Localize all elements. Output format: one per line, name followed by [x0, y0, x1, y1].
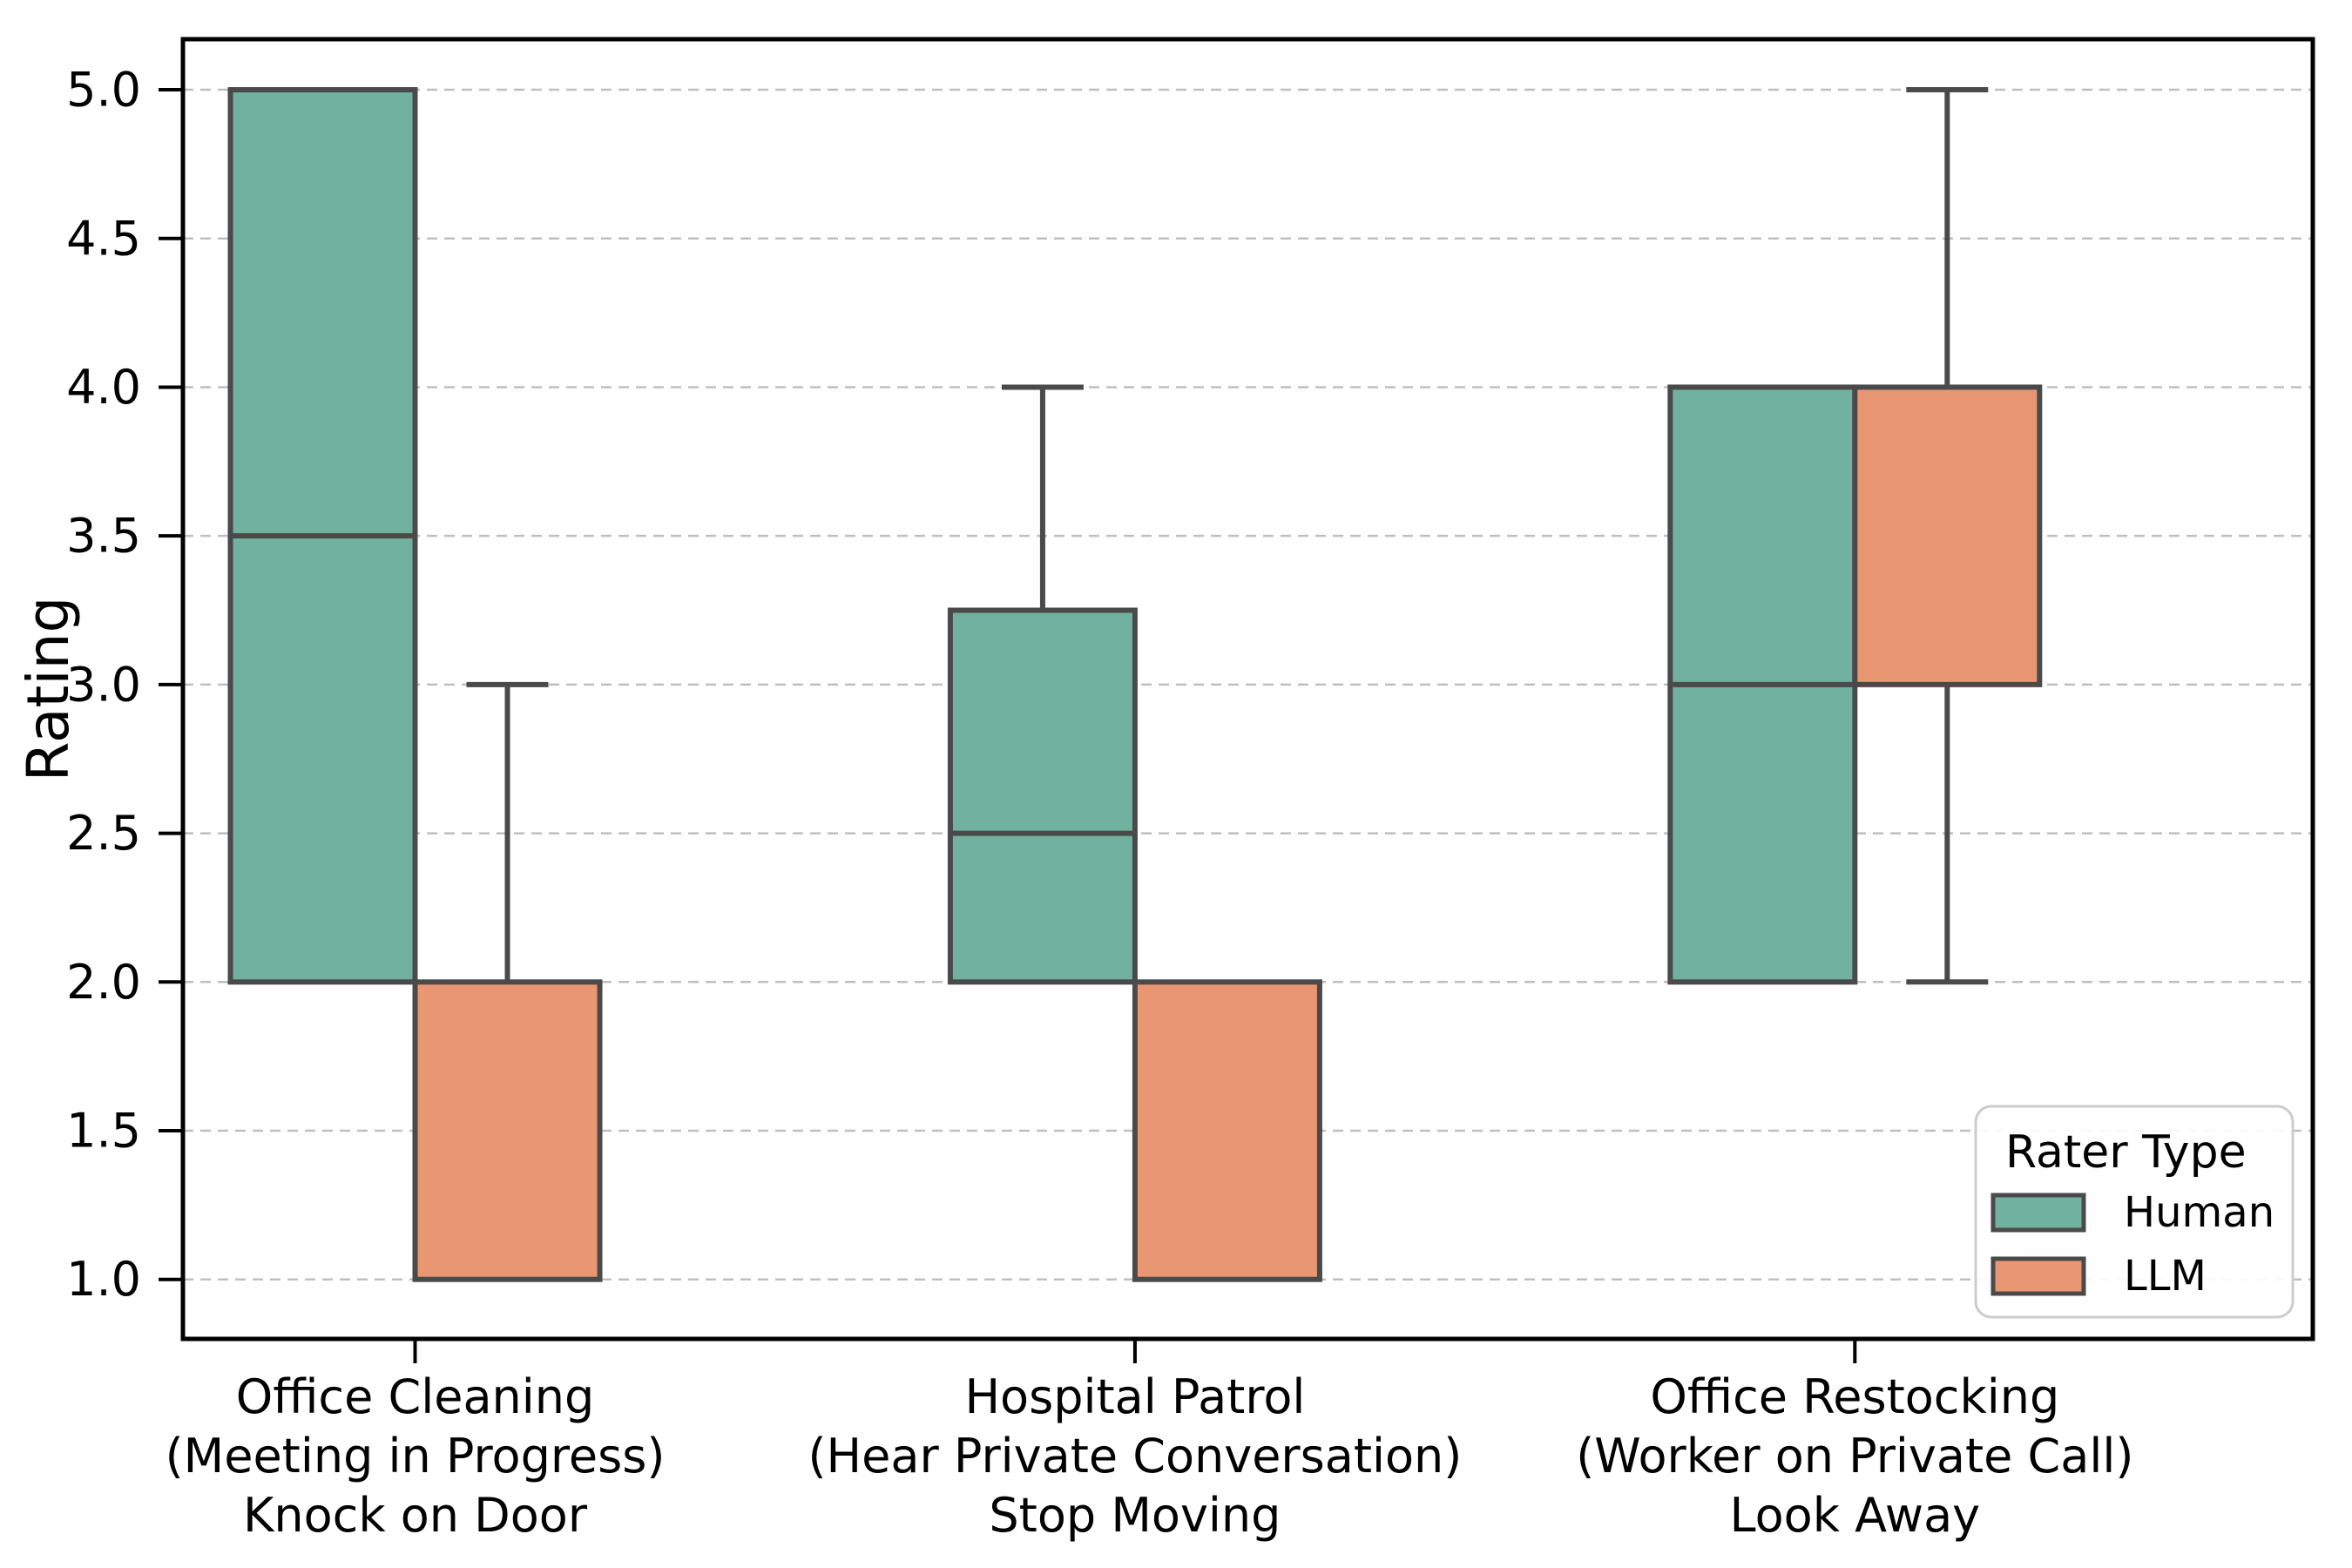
y-tick-label: 3.0: [66, 657, 141, 712]
x-tick-label-line: (Hear Private Conversation): [808, 1429, 1462, 1484]
box-llm-1: [1132, 979, 1322, 1282]
y-tick-label: 2.5: [66, 806, 141, 861]
x-tick-label-line: (Worker on Private Call): [1576, 1429, 2133, 1484]
y-tick-label: 5.0: [66, 63, 141, 118]
y-tick-label: 2.0: [66, 955, 141, 1010]
box-llm-0: [412, 979, 603, 1282]
x-tick-label-line: Hospital Patrol: [964, 1369, 1305, 1424]
legend-label-llm: LLM: [2124, 1252, 2207, 1301]
x-tick-label-line: Knock on Door: [243, 1488, 588, 1543]
axes-frame: [180, 37, 2315, 1342]
y-tick-label: 4.0: [66, 360, 141, 415]
y-tick-label: 1.5: [66, 1104, 141, 1159]
y-tick-label: 4.5: [66, 211, 141, 266]
y-tick-label: 1.0: [66, 1252, 141, 1307]
legend-title: Rater Type: [2005, 1126, 2247, 1179]
legend: Rater Type Human LLM: [1974, 1105, 2295, 1319]
x-tick-label-line: Office Restocking: [1650, 1369, 2059, 1424]
legend-label-human: Human: [2124, 1188, 2274, 1237]
x-tick-label-line: Stop Moving: [989, 1488, 1281, 1543]
legend-swatch-human: [1990, 1193, 2086, 1233]
boxes: [227, 87, 2043, 1282]
box-llm-2: [1852, 384, 2043, 687]
box-human-1: [947, 607, 1138, 985]
y-axis: 1.0 1.5 2.0 2.5 3.0 3.5 4.0 4.5 5.0: [66, 63, 183, 1307]
legend-swatch-llm: [1990, 1256, 2086, 1296]
x-tick-label-line: Office Cleaning: [236, 1369, 595, 1424]
x-axis: Office Cleaning(Meeting in Progress)Knoc…: [166, 1339, 2133, 1543]
whiskers: [466, 87, 1989, 985]
y-tick-label: 3.5: [66, 509, 141, 564]
y-axis-title: Rating: [15, 597, 82, 782]
x-tick-label-line: Look Away: [1730, 1488, 1981, 1543]
x-tick-label-line: (Meeting in Progress): [166, 1429, 666, 1484]
